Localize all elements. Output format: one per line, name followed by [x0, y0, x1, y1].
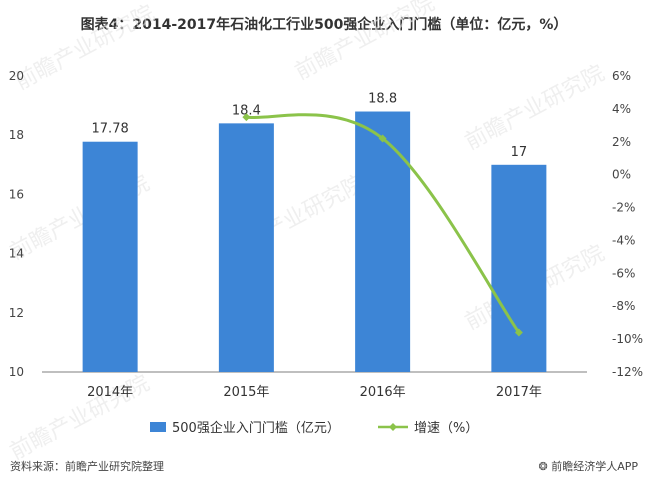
legend-swatch-bar	[150, 422, 166, 432]
watermark-text: 前瞻产业研究院	[461, 61, 609, 155]
brand-text: 前瞻经济学人APP	[551, 460, 638, 473]
brand-label: ❂ 前瞻经济学人APP	[538, 458, 638, 474]
right-tick-label: -12%	[612, 365, 643, 379]
left-tick-label: 20	[9, 69, 24, 83]
bar-value-label: 18.8	[368, 92, 397, 107]
category-label: 2017年	[496, 385, 542, 400]
right-tick-label: -2%	[612, 201, 635, 215]
right-tick-label: 0%	[612, 168, 631, 182]
brand-logo-icon: ❂	[538, 460, 548, 473]
left-tick-label: 14	[9, 247, 24, 261]
category-label: 2014年	[87, 385, 133, 400]
bar-value-label: 17	[511, 145, 528, 160]
left-axis-ticks: 10 12 14 16 18 20	[9, 69, 24, 379]
category-labels: 2014年 2015年 2016年 2017年	[87, 385, 542, 400]
left-tick-label: 12	[9, 306, 24, 320]
plot-area: 10 12 14 16 18 20 -12% -10% -8% -6% -4% -2% 0% 2% 4% 6…	[9, 69, 643, 400]
right-tick-label: 4%	[612, 102, 631, 116]
right-axis-ticks: -12% -10% -8% -6% -4% -2% 0% 2% 4% 6%	[612, 69, 643, 379]
growth-point	[378, 134, 387, 143]
growth-point	[514, 328, 523, 337]
legend-label-line: 增速（%）	[414, 421, 478, 436]
legend-label-bar: 500强企业入门门槛（亿元）	[172, 420, 340, 436]
right-tick-label: 2%	[612, 135, 631, 149]
bar-value-label: 18.4	[232, 103, 261, 118]
right-tick-label: -4%	[612, 233, 635, 247]
watermark-text: 前瞻产业研究院	[11, 1, 159, 95]
chart-title: 图表4：2014-2017年石油化工行业500强企业入门门槛（单位：亿元，%）	[80, 17, 568, 33]
right-tick-label: 6%	[612, 69, 631, 83]
category-label: 2016年	[360, 385, 406, 400]
bar-data-labels: 17.78 18.4 18.8 17	[92, 92, 528, 160]
right-tick-label: -10%	[612, 332, 643, 346]
bar	[218, 123, 274, 372]
source-note: 资料来源：前瞻产业研究院整理	[10, 460, 164, 473]
left-tick-label: 10	[9, 365, 24, 379]
bar	[355, 111, 411, 373]
legend: 500强企业入门门槛（亿元） 增速（%）	[150, 420, 478, 436]
watermark-text: 前瞻产业研究院	[291, 0, 439, 85]
bar-value-label: 17.78	[92, 122, 129, 137]
bar-series	[82, 111, 547, 373]
category-label: 2015年	[223, 385, 269, 400]
bar	[82, 141, 138, 372]
left-tick-label: 18	[9, 128, 24, 142]
line-series	[242, 113, 523, 337]
growth-point	[242, 113, 251, 122]
right-tick-label: -8%	[612, 299, 635, 313]
bar	[491, 164, 547, 372]
right-tick-label: -6%	[612, 266, 635, 280]
growth-line	[246, 113, 521, 334]
legend-swatch-marker	[389, 423, 397, 431]
left-tick-label: 16	[9, 187, 24, 201]
